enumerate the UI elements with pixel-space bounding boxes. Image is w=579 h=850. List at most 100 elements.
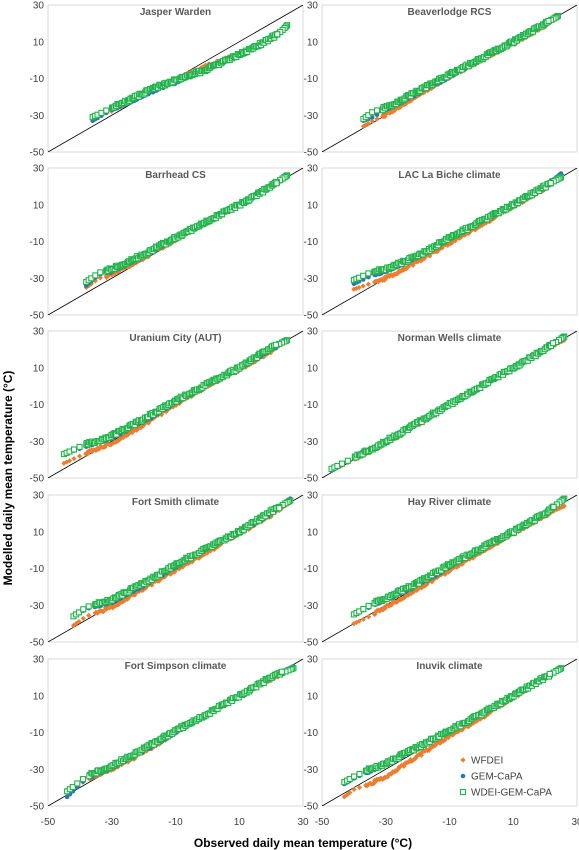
data-point bbox=[365, 120, 371, 127]
plot-content bbox=[48, 5, 303, 152]
y-tick-label: 10 bbox=[307, 200, 319, 211]
data-point bbox=[389, 602, 395, 608]
panel-hay-river-climate: Hay River climate bbox=[321, 494, 578, 643]
data-point bbox=[559, 504, 565, 510]
series-wdei-gem-capa bbox=[350, 174, 565, 284]
panel-title: Fort Smith climate bbox=[132, 497, 220, 508]
data-point bbox=[272, 341, 279, 348]
data-point bbox=[76, 453, 83, 459]
data-point bbox=[550, 503, 557, 510]
data-point bbox=[76, 618, 82, 625]
data-point bbox=[378, 775, 384, 781]
data-point bbox=[173, 402, 179, 408]
data-point bbox=[546, 670, 553, 677]
plot-content bbox=[48, 659, 303, 806]
data-point bbox=[273, 180, 280, 187]
panel-title: Norman Wells climate bbox=[398, 333, 502, 344]
legend-item-wdei-gem-capa: WDEI-GEM-CaPA bbox=[459, 788, 552, 799]
data-point bbox=[159, 575, 165, 581]
data-point bbox=[374, 112, 380, 118]
data-point bbox=[79, 776, 87, 783]
data-point bbox=[71, 456, 77, 462]
data-point bbox=[427, 746, 433, 752]
data-point bbox=[89, 448, 95, 455]
data-point bbox=[126, 595, 132, 601]
data-point bbox=[100, 608, 106, 615]
series-wdei-gem-capa bbox=[60, 337, 291, 458]
data-point bbox=[70, 622, 77, 629]
data-point bbox=[69, 783, 76, 791]
panel-norman-wells-climate: Norman Wells climate bbox=[321, 330, 578, 479]
y-tick-label: -30 bbox=[30, 274, 45, 285]
data-point bbox=[75, 609, 82, 616]
data-point bbox=[351, 786, 357, 792]
data-point bbox=[133, 427, 140, 433]
plot-content bbox=[322, 495, 577, 642]
data-point bbox=[268, 350, 274, 356]
data-point bbox=[205, 549, 211, 555]
data-point bbox=[371, 781, 377, 787]
data-point bbox=[429, 579, 435, 585]
data-point bbox=[397, 104, 404, 110]
data-point bbox=[86, 612, 92, 619]
data-point bbox=[386, 603, 392, 609]
data-point bbox=[108, 441, 114, 448]
data-point bbox=[460, 560, 466, 566]
panel-fort-simpson-climate: Fort Simpson climate bbox=[47, 658, 304, 807]
data-point bbox=[547, 180, 554, 187]
y-tick-label: 30 bbox=[307, 164, 319, 175]
data-point bbox=[356, 784, 363, 791]
data-point bbox=[449, 240, 455, 246]
data-point bbox=[85, 603, 92, 610]
data-point bbox=[276, 505, 283, 512]
data-point bbox=[366, 614, 372, 620]
data-point bbox=[369, 118, 375, 124]
data-point bbox=[360, 283, 366, 289]
series-wdei-gem-capa bbox=[70, 497, 294, 620]
series-wdei-gem-capa bbox=[350, 495, 568, 618]
plot-content bbox=[48, 168, 303, 315]
y-tick-label: -10 bbox=[304, 74, 319, 85]
data-point bbox=[74, 780, 81, 787]
y-tick-label: 30 bbox=[33, 164, 45, 175]
data-point bbox=[97, 269, 104, 276]
data-point bbox=[92, 272, 99, 279]
data-point bbox=[401, 101, 408, 108]
plot-content bbox=[322, 5, 577, 152]
panel-title: Fort Simpson climate bbox=[125, 661, 227, 672]
data-point bbox=[66, 458, 73, 464]
data-point bbox=[445, 242, 451, 249]
data-point bbox=[356, 618, 362, 624]
y-tick-label: -50 bbox=[30, 311, 45, 322]
data-point bbox=[80, 606, 87, 613]
data-point bbox=[70, 446, 78, 453]
data-point bbox=[186, 560, 192, 566]
legend-marker bbox=[460, 773, 466, 779]
legend-marker bbox=[460, 757, 466, 763]
y-tick-label: 10 bbox=[33, 37, 45, 48]
data-point bbox=[344, 457, 351, 464]
data-point bbox=[73, 620, 79, 627]
y-tick-label: -30 bbox=[304, 111, 319, 122]
data-point bbox=[360, 272, 367, 279]
series-wdei-gem-capa bbox=[360, 12, 561, 122]
y-tick-label: -50 bbox=[304, 148, 319, 159]
data-point bbox=[182, 562, 188, 568]
data-point bbox=[76, 443, 83, 450]
axis-labels-layer: 3010-10-30-503010-10-30-503010-10-30-503… bbox=[30, 1, 579, 829]
data-point bbox=[196, 555, 202, 561]
data-point bbox=[360, 605, 367, 613]
data-point bbox=[140, 423, 146, 429]
plot-content bbox=[322, 659, 577, 806]
data-point bbox=[116, 601, 122, 608]
data-point bbox=[261, 354, 267, 360]
data-point bbox=[452, 238, 458, 244]
data-point bbox=[108, 603, 114, 610]
data-point bbox=[356, 284, 362, 291]
data-point bbox=[371, 611, 378, 618]
panel-inuvik-climate: Inuvik climate bbox=[321, 658, 578, 807]
y-tick-label: -30 bbox=[30, 111, 45, 122]
